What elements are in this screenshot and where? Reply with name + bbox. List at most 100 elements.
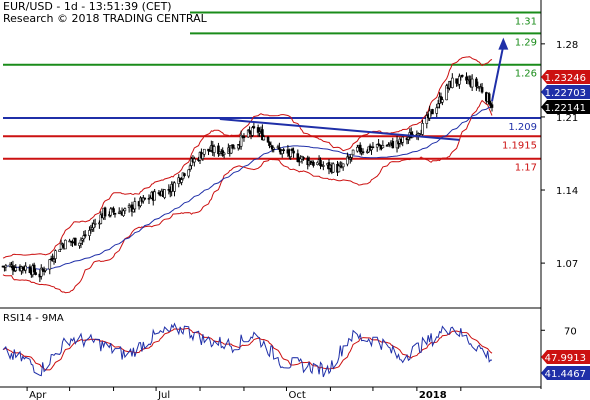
- candle: [262, 134, 266, 141]
- candle: [465, 72, 468, 84]
- candle: [289, 149, 293, 160]
- candle: [201, 153, 205, 161]
- time-axis-label: Oct: [288, 390, 305, 400]
- candle: [251, 125, 254, 138]
- candle: [73, 237, 77, 246]
- level-label-5: 1.17: [515, 163, 537, 174]
- candle: [123, 207, 127, 215]
- candle: [147, 194, 151, 205]
- candle: [300, 155, 304, 164]
- forecast-arrow-shaft: [491, 45, 505, 102]
- candle: [282, 147, 285, 154]
- rsi-tick-label: 70: [564, 326, 577, 337]
- candle: [78, 242, 81, 249]
- candle: [44, 268, 47, 273]
- candle: [256, 124, 260, 137]
- level-label-3: 1.209: [508, 122, 537, 133]
- candle: [54, 249, 57, 263]
- forecast-arrow-head: [498, 37, 509, 50]
- price-tag-blue: 1.22703: [541, 85, 590, 99]
- candle: [431, 108, 434, 115]
- candle: [356, 144, 359, 153]
- candle: [24, 262, 27, 274]
- candle: [490, 101, 494, 112]
- candle: [187, 169, 190, 179]
- candle: [480, 82, 484, 94]
- candle: [173, 181, 176, 197]
- candle: [337, 162, 341, 173]
- candle: [341, 163, 345, 171]
- candle: [391, 137, 395, 149]
- rsi-title: RSI14 - 9MA: [3, 313, 64, 324]
- research-credit: Research © 2018 TRADING CENTRAL: [3, 12, 207, 25]
- candle: [153, 188, 156, 201]
- candle: [93, 218, 97, 228]
- candle: [103, 206, 107, 221]
- candle: [207, 148, 210, 156]
- candle: [11, 260, 15, 276]
- candle: [99, 211, 103, 225]
- candle: [202, 148, 206, 157]
- candle: [32, 262, 36, 275]
- candle: [92, 219, 96, 232]
- candle: [4, 263, 8, 272]
- candle: [183, 172, 186, 178]
- candle: [212, 144, 216, 157]
- candle: [460, 74, 464, 78]
- candle: [475, 77, 478, 91]
- trendline: [219, 118, 460, 141]
- candle: [292, 147, 295, 158]
- bollinger-upper-line: [2, 56, 493, 259]
- candle: [39, 264, 43, 280]
- candle: [109, 207, 113, 218]
- candle: [375, 143, 379, 152]
- candle: [232, 144, 236, 150]
- candle: [322, 161, 325, 171]
- candle: [401, 136, 405, 147]
- candle: [290, 147, 294, 151]
- candle: [435, 103, 439, 118]
- rsi-value-label: 41.4467: [545, 369, 586, 380]
- candle: [261, 124, 264, 141]
- candle: [361, 148, 365, 155]
- rsi-panel: RSI14 - 9MA: [2, 313, 493, 378]
- candle: [371, 142, 375, 149]
- candle: [193, 156, 196, 167]
- candle: [272, 147, 276, 153]
- candle: [14, 264, 18, 273]
- rsi-value-label: 47.9913: [545, 353, 586, 364]
- candle: [266, 136, 270, 143]
- candle: [271, 145, 274, 153]
- candle: [296, 149, 300, 163]
- candle: [143, 197, 147, 200]
- candle: [370, 146, 373, 155]
- candle: [217, 142, 220, 157]
- candle: [445, 83, 448, 101]
- candle: [58, 249, 61, 252]
- instrument-title: EUR/USD - 1d - 13:51:39 (CET): [3, 0, 172, 13]
- price-tag-label: 1.22703: [545, 88, 586, 99]
- candle: [180, 177, 183, 186]
- candle: [239, 130, 243, 150]
- candle: [331, 162, 335, 173]
- candle: [381, 140, 385, 149]
- candle: [82, 230, 86, 243]
- price-tick-label: 1.14: [556, 186, 578, 197]
- price-tag-red: 1.23246: [541, 70, 590, 84]
- rsi-line: [2, 322, 493, 378]
- candle: [48, 259, 52, 275]
- rsi-value-tag: 47.9913: [541, 350, 590, 364]
- candle: [351, 149, 355, 156]
- price-tag-black: 1.22141: [541, 100, 590, 114]
- candle: [346, 152, 349, 167]
- candle: [242, 133, 246, 142]
- price-tick-label: 1.21: [556, 113, 578, 124]
- rsi-ma-line: [2, 327, 493, 371]
- candle: [319, 157, 322, 170]
- price-tag-label: 1.23246: [545, 73, 586, 84]
- bollinger-lower-line: [2, 99, 493, 294]
- candle: [133, 197, 137, 213]
- time-axis-label: Jul: [157, 390, 170, 400]
- candle: [421, 119, 424, 136]
